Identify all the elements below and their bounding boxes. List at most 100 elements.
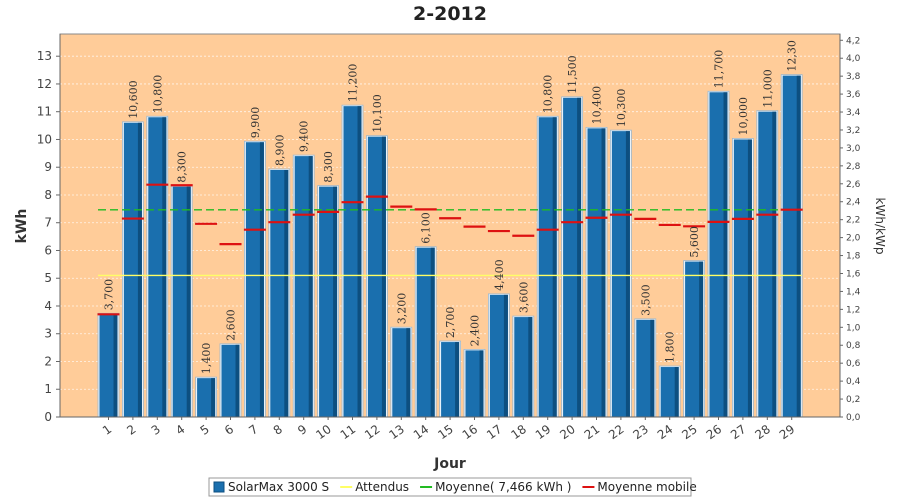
data-label: 2,700	[444, 307, 457, 339]
data-label: 10,800	[151, 75, 164, 114]
y-tick-label: 7	[44, 216, 52, 230]
bar-shade	[259, 142, 264, 417]
bar-shade	[455, 342, 460, 417]
bar-10	[317, 185, 340, 418]
bar	[294, 156, 313, 417]
bar-shade	[747, 139, 752, 417]
bar-5	[195, 376, 218, 418]
bar	[685, 261, 704, 417]
data-label: 3,500	[639, 284, 652, 316]
bar-shade	[650, 319, 655, 417]
bar-9	[292, 154, 315, 418]
reference-lines	[98, 209, 802, 277]
y2-tick-label: 0,0	[846, 413, 861, 423]
y-axis-title: kWh	[14, 209, 30, 244]
y2-tick-label: 4,0	[846, 54, 861, 64]
bar-shade	[284, 169, 289, 417]
bar-shade	[528, 317, 533, 417]
bar-shade	[796, 75, 801, 417]
bar-15	[439, 340, 462, 418]
bar	[611, 131, 630, 417]
x-tick-label: 3	[149, 422, 163, 438]
x-tick-label: 9	[295, 422, 309, 438]
bar-16	[463, 348, 486, 418]
y-tick-label: 3	[44, 327, 52, 341]
data-label: 11,700	[713, 50, 726, 89]
bar-19	[536, 115, 559, 418]
bar-shade	[577, 97, 582, 417]
data-label: 10,600	[127, 80, 140, 119]
y2-tick-label: 3,0	[846, 144, 861, 154]
bar-17	[487, 293, 510, 418]
bar-21	[585, 126, 608, 418]
bar	[782, 75, 801, 417]
bar	[587, 128, 606, 418]
bar	[563, 97, 582, 417]
bar-28	[756, 110, 779, 418]
bar-20	[561, 96, 583, 418]
bar	[270, 169, 289, 417]
y-tick-label: 9	[44, 160, 52, 174]
data-label: 1,400	[200, 343, 213, 375]
data-label: 8,300	[176, 151, 189, 183]
bar	[465, 350, 484, 417]
bar-shade	[601, 128, 606, 418]
y2-tick-label: 0,4	[846, 377, 861, 387]
data-label: 11,200	[347, 64, 360, 103]
bar-26	[707, 90, 730, 418]
y-tick-label: 10	[37, 132, 52, 146]
legend-swatch	[213, 481, 225, 493]
y2-tick-label: 0,6	[846, 359, 861, 369]
bar-4	[170, 185, 193, 418]
y-axis-right: 0,0 0,2 0,4 0,6 0,8 1,0 1,2 1,4 1,6 1,8 2,0 2,2 2,4 2…	[839, 34, 861, 423]
bar-shade	[723, 92, 728, 418]
data-label: 10,400	[591, 86, 604, 125]
bar-2	[122, 121, 144, 418]
bar	[319, 186, 338, 417]
x-tick-label: 18	[508, 422, 529, 442]
data-label: 10,000	[737, 97, 750, 136]
y2-tick-label: 3,6	[846, 90, 861, 100]
bar-11	[341, 104, 364, 418]
bar-shade	[357, 106, 362, 417]
x-tick-label: 4	[173, 422, 187, 438]
bar-shade	[235, 344, 240, 417]
legend-item: Attendus	[340, 480, 409, 494]
x-tick-label: 29	[777, 422, 798, 442]
bar	[416, 247, 435, 417]
bar	[392, 328, 411, 417]
legend-item: Moyenne mobile	[582, 480, 697, 494]
bar-13	[390, 326, 413, 418]
data-label: 5,600	[688, 226, 701, 258]
x-tick-label: 15	[435, 422, 456, 442]
y2-axis-title: kWh/kWp	[873, 198, 887, 255]
bar-shade	[381, 136, 386, 417]
bar-6	[219, 343, 242, 418]
y2-tick-label: 3,4	[846, 108, 861, 118]
bar-shade	[699, 261, 704, 417]
x-axis: 1 2 3 4 5 6 7 8 9 10 11 12 13 14 15 16 17 18 19 20 21 22 23 24 2…	[60, 416, 840, 442]
x-tick-label: 17	[484, 422, 505, 442]
y2-tick-label: 3,2	[846, 126, 860, 136]
legend-item: SolarMax 3000 S	[213, 480, 329, 494]
data-label: 10,300	[615, 89, 628, 128]
y2-tick-label: 3,8	[846, 72, 861, 82]
bar	[197, 378, 216, 417]
legend: SolarMax 3000 S Attendus Moyenne( 7,466 kW…	[208, 477, 697, 497]
x-tick-label: 7	[246, 422, 260, 438]
y2-tick-label: 4,2	[846, 36, 860, 46]
bar-7	[243, 140, 266, 418]
bar-12	[365, 135, 388, 418]
legend-label: SolarMax 3000 S	[228, 480, 329, 494]
x-tick-label: 26	[704, 422, 725, 442]
bar-25	[683, 260, 705, 418]
legend-label: Moyenne mobile	[597, 480, 696, 494]
y-tick-label: 12	[37, 77, 52, 91]
x-tick-label: 24	[655, 422, 676, 442]
y-tick-label: 11	[37, 105, 52, 119]
data-label: 12,30	[786, 40, 799, 72]
x-tick-label: 2	[124, 422, 138, 438]
data-label: 8,300	[322, 151, 335, 183]
